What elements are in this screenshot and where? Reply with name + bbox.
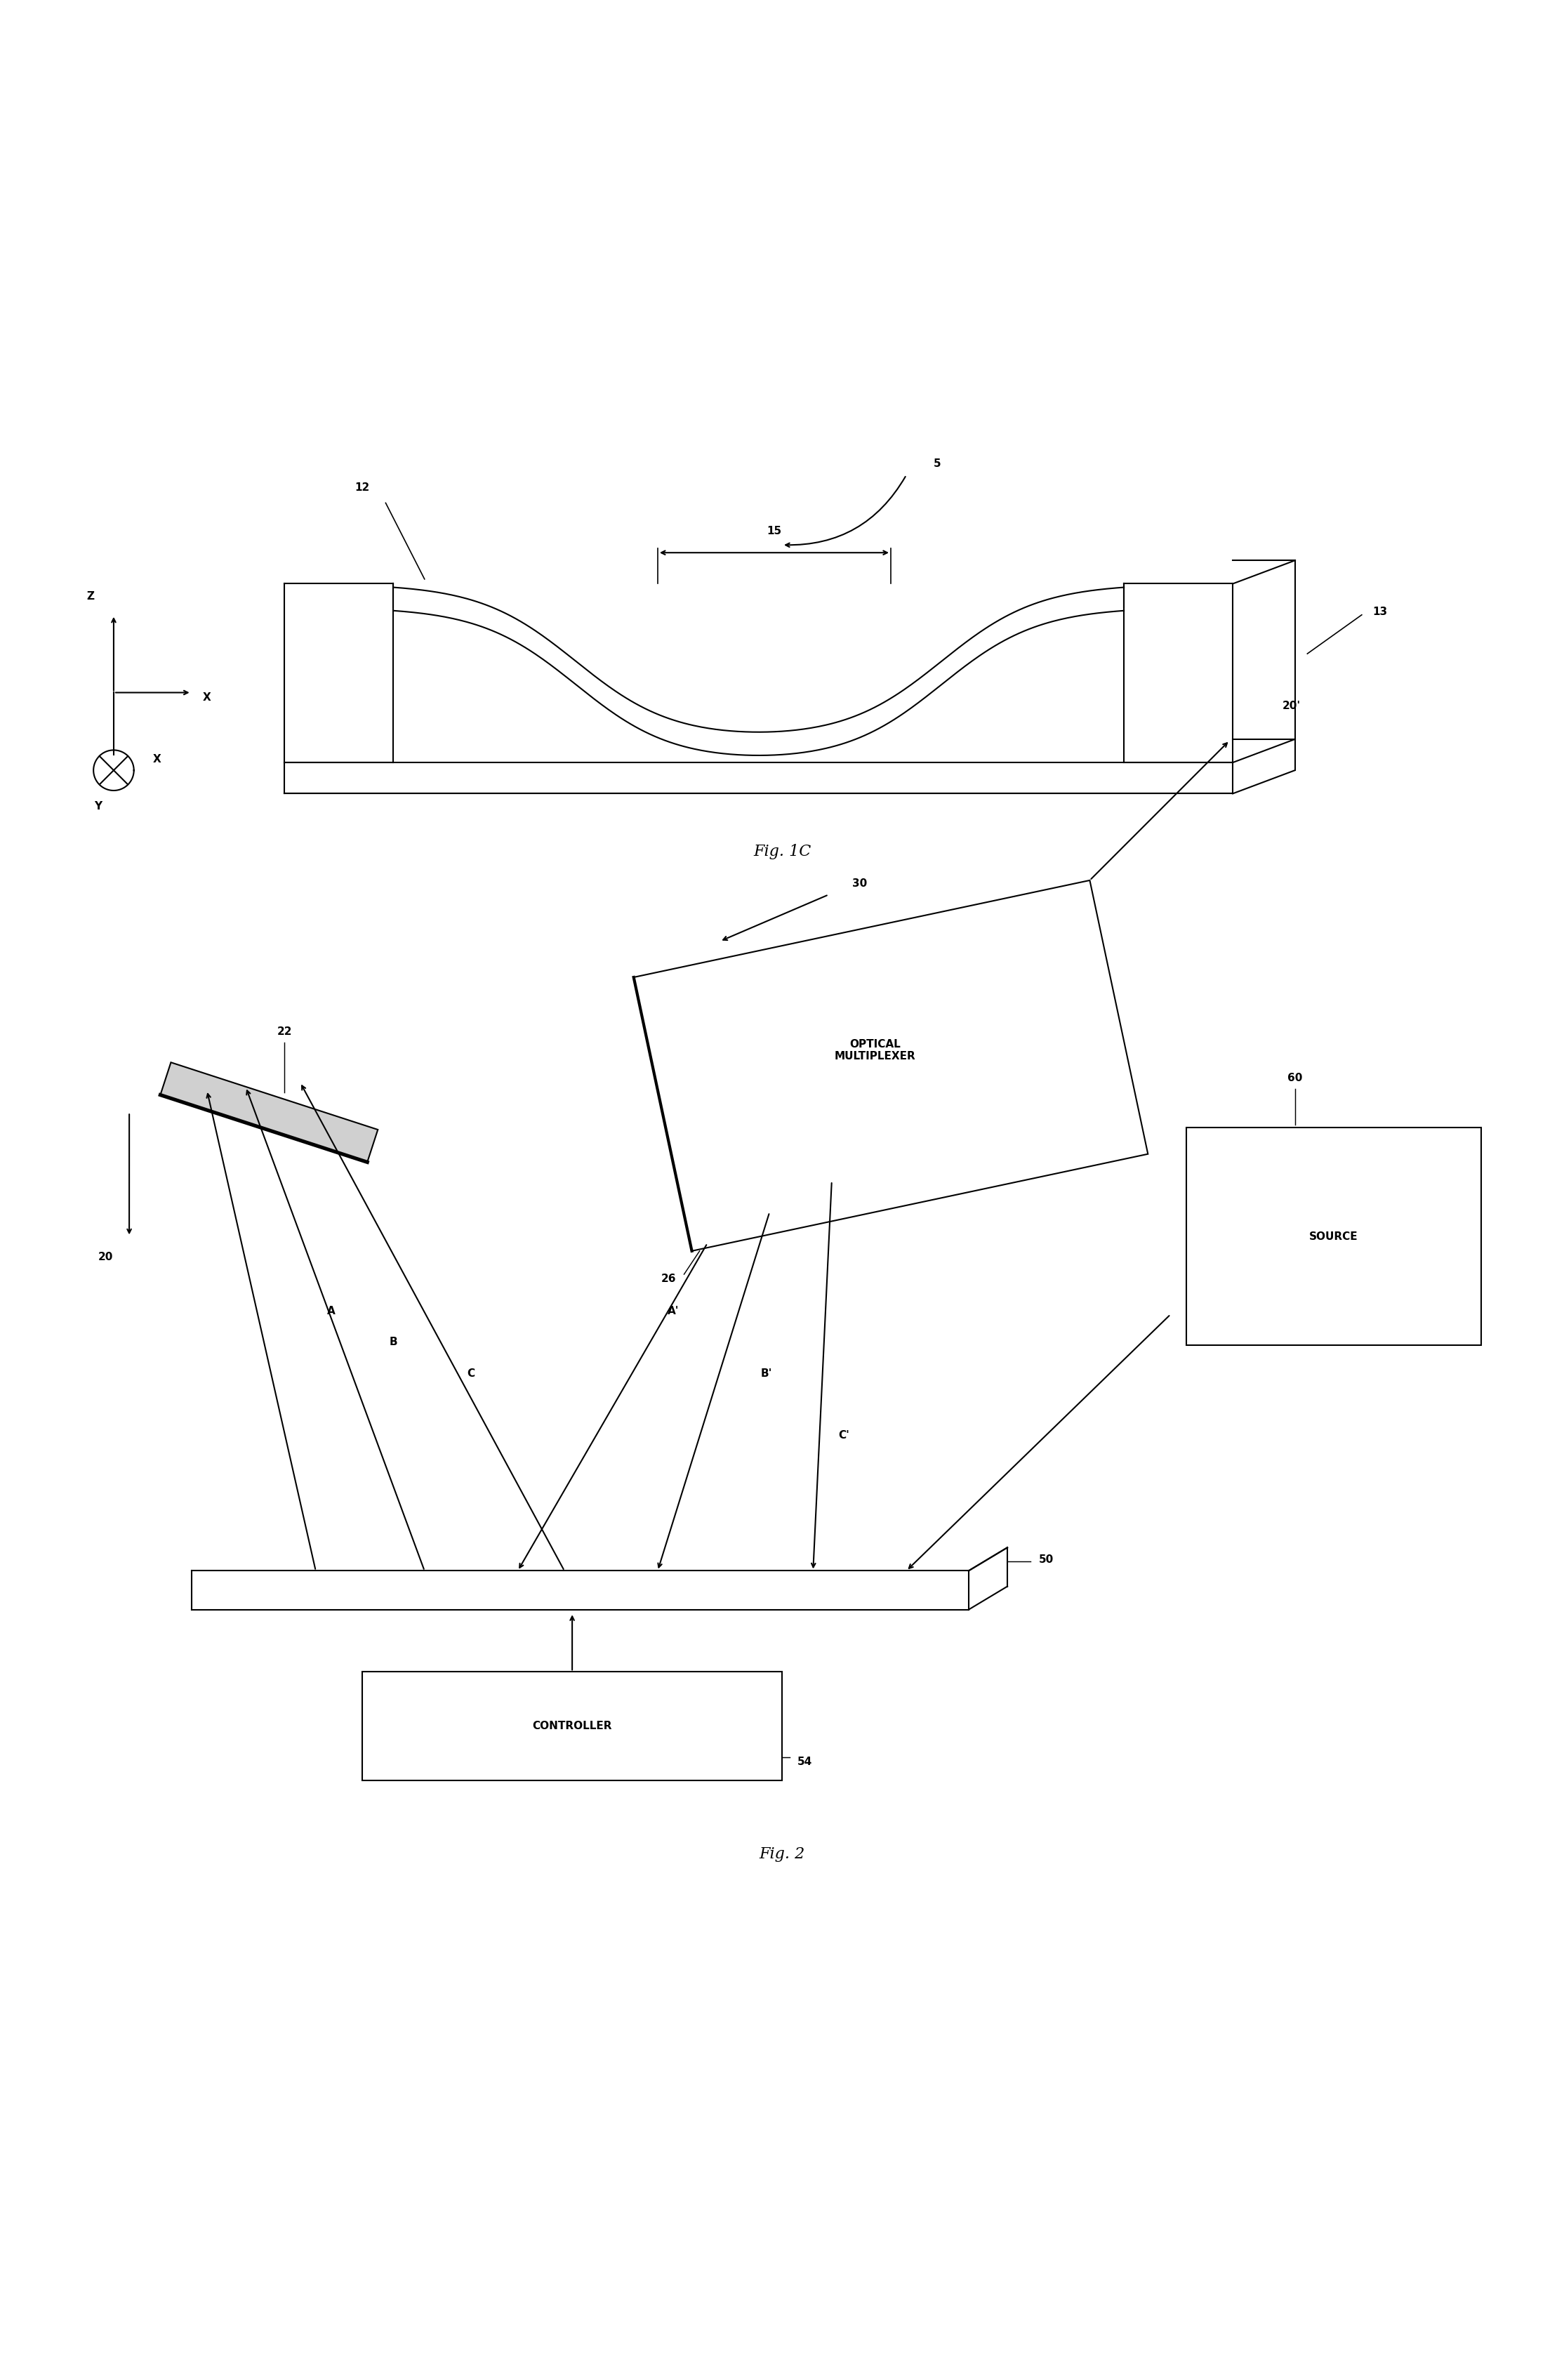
Text: Fig. 2: Fig. 2 [759, 1847, 805, 1861]
Text: C': C' [838, 1430, 849, 1440]
Text: A: A [327, 1307, 335, 1316]
Text: CONTROLLER: CONTROLLER [532, 1721, 612, 1733]
Text: SOURCE: SOURCE [1309, 1230, 1358, 1242]
Text: 22: 22 [277, 1026, 292, 1038]
Polygon shape [161, 1061, 378, 1161]
Polygon shape [633, 881, 1148, 1252]
Text: 15: 15 [766, 526, 782, 536]
Text: X: X [203, 693, 211, 702]
Text: 13: 13 [1373, 607, 1387, 616]
Text: 12: 12 [355, 483, 369, 493]
Text: B': B' [760, 1368, 773, 1378]
Text: 30: 30 [852, 878, 866, 890]
Text: B: B [389, 1338, 397, 1347]
Text: 26: 26 [662, 1273, 676, 1285]
Text: 54: 54 [798, 1756, 812, 1768]
FancyBboxPatch shape [1186, 1128, 1481, 1345]
Text: 5: 5 [934, 459, 942, 469]
Text: C: C [468, 1368, 475, 1378]
Text: Fig. 1C: Fig. 1C [754, 845, 810, 859]
Text: Z: Z [86, 590, 94, 602]
Text: 20: 20 [99, 1252, 114, 1261]
Text: X: X [153, 754, 161, 764]
FancyBboxPatch shape [363, 1671, 782, 1780]
Text: 60: 60 [1287, 1073, 1303, 1083]
Text: 50: 50 [1038, 1554, 1054, 1566]
Text: OPTICAL
MULTIPLEXER: OPTICAL MULTIPLEXER [835, 1038, 917, 1061]
Text: 20': 20' [1282, 700, 1301, 712]
Text: Y: Y [94, 800, 102, 812]
Text: A': A' [668, 1307, 679, 1316]
